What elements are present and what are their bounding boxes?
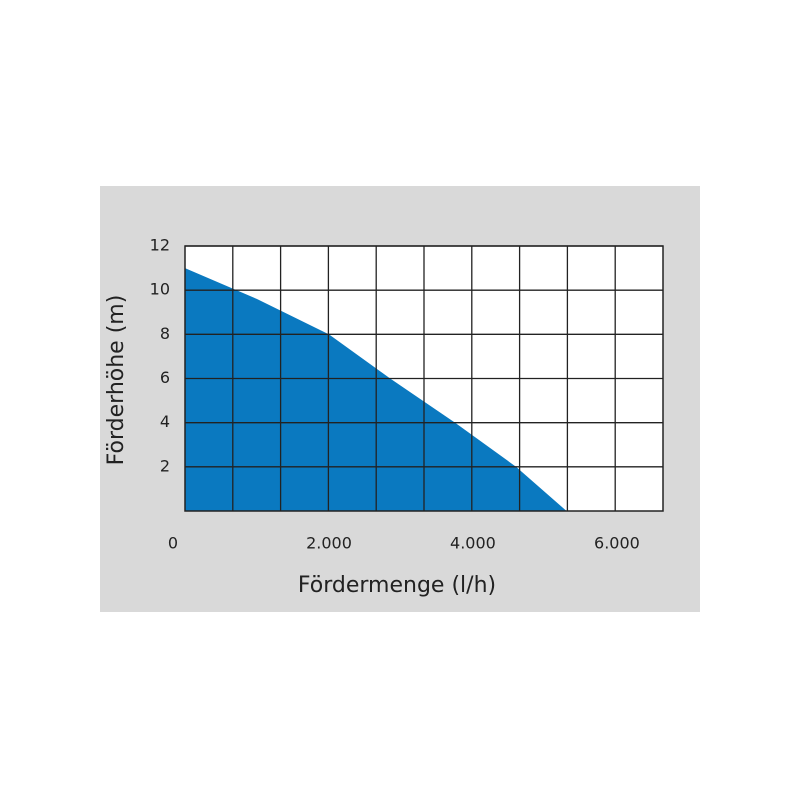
x-tick-label: 4.000	[450, 534, 496, 553]
y-tick-label: 10	[150, 280, 170, 299]
y-tick-label: 4	[160, 412, 170, 431]
x-tick-label: 2.000	[306, 534, 352, 553]
x-tick-label: 0	[168, 534, 178, 553]
x-tick-label: 6.000	[594, 534, 640, 553]
y-axis-label: Förderhöhe (m)	[104, 295, 129, 466]
y-tick-label: 12	[150, 236, 170, 255]
y-tick-label: 6	[160, 368, 170, 387]
x-axis-label: Fördermenge (l/h)	[298, 573, 496, 598]
y-tick-label: 2	[160, 456, 170, 475]
y-tick-label: 8	[160, 324, 170, 343]
